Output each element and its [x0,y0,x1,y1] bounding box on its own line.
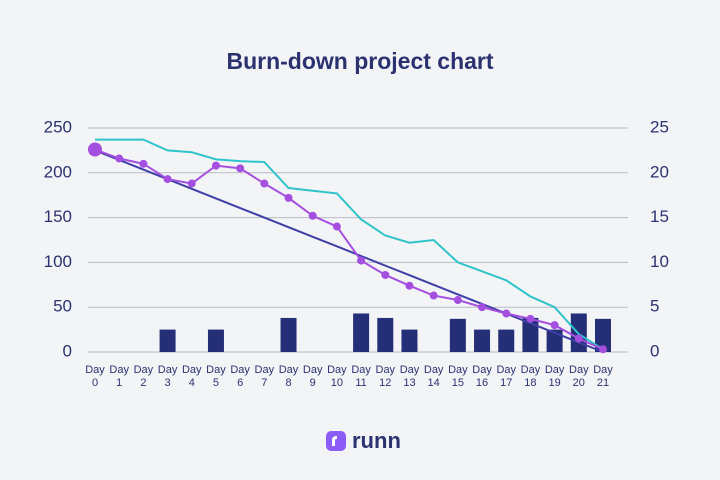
x-tick-label: Day 2 [133,364,154,389]
bar [449,318,466,352]
y-tick-label: 200 [44,162,72,181]
bar [280,317,297,352]
bar [353,313,370,352]
point [381,270,390,279]
point [332,222,341,231]
line [95,138,604,351]
x-tick-label: Day 13 [399,364,420,389]
x-tick-label: Day 3 [157,364,178,389]
point [453,296,462,305]
point [502,309,511,318]
bar [522,317,539,352]
bar [159,329,176,352]
chart-title: Burn-down project chart [226,48,493,74]
point [357,256,366,265]
y-tick-label: 250 [44,117,72,136]
point [163,175,172,184]
bar [377,317,394,352]
point [599,345,607,354]
point [574,334,583,343]
x-tick-label: Day 15 [448,364,468,389]
x-tick-label: Day 1 [109,364,129,389]
x-tick-label: Day 16 [472,364,492,389]
point [260,179,269,188]
y-tick-label: 150 [44,207,72,226]
x-tick-label: Day 4 [181,364,202,389]
point [429,291,438,300]
y-tick-label: 0 [63,341,72,360]
x-tick-label: Day 8 [278,364,299,389]
x-tick-label: Day 18 [520,364,541,389]
line [94,148,604,351]
x-tick-label: Day 6 [230,364,250,389]
bar [207,329,224,352]
x-tick-label: Day 19 [544,364,565,389]
x-tick-label: Day 14 [423,364,444,389]
x-tick-label: Day 7 [254,364,275,389]
x-tick-label: Day 5 [206,364,226,389]
line [94,149,604,353]
logo-icon [326,431,346,451]
y2-tick-label: 10 [650,252,669,271]
x-tick-label: Day 0 [85,364,105,389]
y2-tick-label: 5 [650,297,659,316]
point [284,193,293,202]
point [187,179,196,188]
logo: runn [326,428,401,454]
point [478,303,487,312]
point [139,159,148,168]
y2-tick-label: 20 [650,162,669,181]
x-tick-label: Day 12 [375,364,396,389]
x-tick-label: Day 17 [496,364,517,389]
bar [401,329,418,352]
x-tick-label: Day 11 [351,364,371,389]
y-tick-label: 100 [44,252,72,271]
logo-text: runn [352,428,401,453]
x-tick-label: Day 10 [327,364,347,389]
point [211,161,220,170]
y2-tick-label: 25 [650,117,669,136]
x-tick-label: Day 21 [593,364,613,389]
point [526,314,535,323]
point [550,321,559,330]
bar [595,318,611,352]
point [88,142,102,157]
point [236,164,245,173]
point [115,154,124,163]
point [405,281,414,290]
bar [474,329,491,352]
bar [498,329,515,352]
x-tick-label: Day 20 [569,364,589,389]
x-tick-label: Day 9 [302,364,323,389]
point [308,211,317,220]
y2-tick-label: 15 [650,207,669,226]
y2-tick-label: 0 [650,341,659,360]
y-tick-label: 50 [53,297,72,316]
